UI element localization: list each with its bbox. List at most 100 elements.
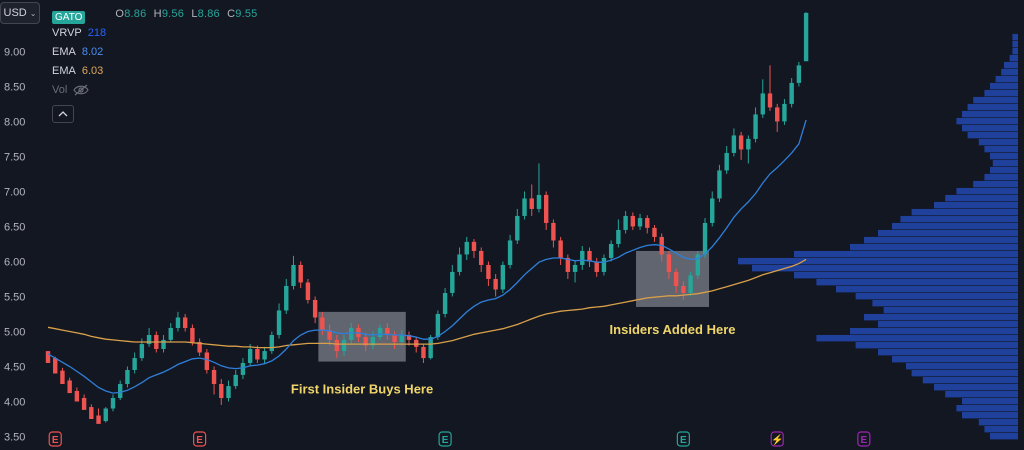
volume-profile-bar <box>906 362 1018 370</box>
volume-profile-bar <box>855 292 1018 300</box>
price-tick-label: 3.50 <box>4 431 25 443</box>
candle <box>385 323 390 340</box>
candle <box>702 218 708 258</box>
high-value: 9.56 <box>161 7 185 20</box>
chevron-up-icon <box>58 111 68 117</box>
candle <box>551 219 556 248</box>
eye-off-icon[interactable] <box>73 84 89 96</box>
candle <box>471 239 477 258</box>
currency-selector[interactable]: USD ⌄ <box>0 2 40 24</box>
volume-profile-bar <box>945 390 1018 398</box>
volume-profile-bar <box>984 145 1018 153</box>
candle <box>572 260 578 283</box>
volume-profile-bar <box>816 334 1018 342</box>
volume-profile-bar <box>945 194 1018 202</box>
earnings-marker[interactable]: E <box>438 431 452 447</box>
volume-profile-bar <box>934 383 1018 391</box>
candle <box>118 380 123 401</box>
price-tick-label: 8.50 <box>4 81 25 93</box>
indicator-vol[interactable]: Vol <box>52 80 258 99</box>
price-tick-label: 6.50 <box>4 221 25 233</box>
candle <box>377 324 383 340</box>
candle <box>74 387 80 402</box>
candle <box>710 191 715 227</box>
candle <box>543 191 549 230</box>
candle <box>724 145 729 174</box>
symbol-badge[interactable]: GATO <box>52 11 86 24</box>
earnings-marker[interactable]: E <box>193 431 207 447</box>
candle <box>587 247 592 268</box>
volume-profile-bar <box>990 152 1018 160</box>
candle <box>479 247 484 272</box>
candle <box>796 61 802 87</box>
volume-profile-bar <box>1009 54 1018 62</box>
collapse-legend-button[interactable] <box>52 105 74 123</box>
candle <box>637 213 643 230</box>
candle <box>738 131 744 160</box>
candle <box>110 394 116 412</box>
candle <box>507 234 513 269</box>
earnings-marker[interactable]: E <box>676 431 690 447</box>
candle <box>457 247 462 276</box>
candle <box>247 344 253 367</box>
candle <box>262 346 267 363</box>
candle <box>96 408 101 424</box>
volume-profile-bar <box>911 208 1018 216</box>
volume-profile <box>738 33 1018 440</box>
volume-profile-bar <box>922 376 1018 384</box>
earnings-marker[interactable]: E <box>857 431 871 447</box>
candle <box>536 163 542 213</box>
chevron-down-icon: ⌄ <box>29 8 37 18</box>
candle <box>81 394 87 410</box>
annotation-zones <box>318 250 710 362</box>
candle <box>630 212 636 230</box>
candle <box>500 261 506 293</box>
candle <box>284 278 289 314</box>
svg-text:E: E <box>680 435 687 446</box>
volume-profile-bar <box>990 432 1018 440</box>
candle <box>182 313 188 332</box>
dividend-marker[interactable]: ⚡ <box>770 431 784 447</box>
candle <box>760 79 765 118</box>
earnings-marker[interactable]: E <box>48 431 62 447</box>
volume-profile-bar <box>962 124 1018 132</box>
symbol-row: GATO O8.86 H9.56 L8.86 C9.55 <box>52 4 258 24</box>
candle <box>60 367 65 384</box>
candle <box>334 334 339 359</box>
candle <box>623 211 628 234</box>
volume-profile-bar <box>992 159 1018 167</box>
volume-profile-bar <box>900 215 1018 223</box>
candle <box>414 337 419 353</box>
candle <box>695 250 700 279</box>
indicator-name: VRVP <box>52 26 82 39</box>
price-tick-label: 5.00 <box>4 326 25 338</box>
candle <box>421 344 426 363</box>
price-tick-label: 4.00 <box>4 396 25 408</box>
candle <box>681 281 686 300</box>
candle <box>89 404 94 419</box>
volume-profile-bar <box>978 418 1018 426</box>
candles <box>45 12 809 424</box>
open-key: O <box>115 7 125 20</box>
candle <box>746 135 751 164</box>
indicator-vrvp[interactable]: VRVP 218 <box>52 23 258 42</box>
candle <box>789 78 794 108</box>
indicator-ema-slow[interactable]: EMA 6.03 <box>52 61 258 80</box>
volume-profile-bar <box>883 306 1018 314</box>
volume-profile-bar <box>978 138 1018 146</box>
candle <box>558 236 563 265</box>
price-tick-label: 4.50 <box>4 361 25 373</box>
indicator-value: 8.02 <box>81 45 104 58</box>
earnings-markers[interactable]: E E E E ⚡ E <box>48 431 871 447</box>
candle <box>782 99 787 125</box>
candle <box>442 288 448 318</box>
indicator-name: EMA <box>52 64 76 77</box>
volume-profile-bar <box>1012 40 1018 48</box>
indicator-ema-fast[interactable]: EMA 8.02 <box>52 42 258 61</box>
candle <box>197 338 202 356</box>
candle <box>341 334 347 356</box>
volume-profile-bar <box>934 201 1018 209</box>
volume-profile-bar <box>973 96 1018 104</box>
candle <box>204 348 210 374</box>
